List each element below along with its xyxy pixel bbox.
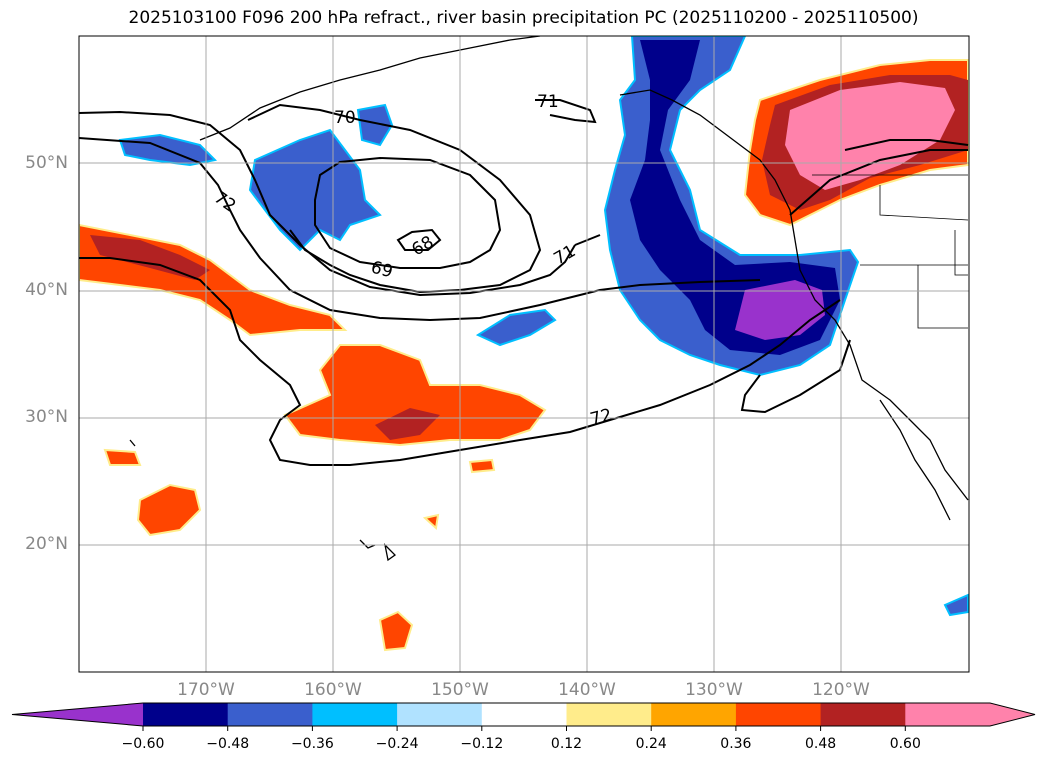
colorbar-segment — [481, 703, 567, 726]
positive-region-s-3 — [422, 513, 440, 530]
lon-label: 120°W — [812, 680, 870, 700]
colorbar-tick-label: −0.60 — [121, 736, 165, 752]
contour-label: 71 — [537, 92, 559, 112]
lon-label: 170°W — [177, 680, 235, 700]
colorbar-segment — [227, 703, 313, 726]
negative-region-se — [943, 593, 969, 617]
positive-core-west — [90, 235, 210, 280]
negative-region-gulf — [248, 128, 382, 252]
colorbar-extend-high — [990, 703, 1035, 726]
colorbar-segment — [397, 703, 483, 726]
colorbar-tick-label: 0.36 — [720, 736, 752, 752]
colorbar-segment — [820, 703, 906, 726]
colorbar-segment — [905, 703, 991, 726]
lon-label: 160°W — [304, 680, 362, 700]
colorbar-tick-label: −0.36 — [290, 736, 334, 752]
graticule — [79, 36, 969, 672]
lat-label: 40°N — [25, 280, 68, 300]
lon-label: 130°W — [685, 680, 743, 700]
borders — [812, 174, 969, 329]
colorbar-tick-label: −0.12 — [460, 736, 504, 752]
negative-core-ne-pacific — [630, 40, 840, 355]
colorbar-tick-label: 0.60 — [889, 736, 921, 752]
colorbar-tick-label: 0.12 — [550, 736, 583, 752]
colorbar-tick-label: 0.24 — [635, 736, 667, 752]
lat-label: 50°N — [25, 153, 68, 173]
lat-label: 20°N — [25, 534, 68, 554]
positive-core-central — [375, 408, 440, 440]
colorbar-tick-label: −0.48 — [206, 736, 250, 752]
map-frame — [78, 35, 970, 673]
refractivity-contours — [79, 99, 969, 466]
colorbar-segment — [566, 703, 652, 726]
lon-label: 150°W — [431, 680, 489, 700]
colorbar-segment — [735, 703, 822, 726]
lat-label: 30°N — [25, 407, 68, 427]
positive-region-sw-2 — [103, 448, 142, 466]
filled-anomalies — [79, 36, 969, 672]
colorbar-tick-label: −0.24 — [375, 736, 419, 752]
negative-region-mid — [475, 308, 557, 347]
colorbar-segment — [143, 703, 229, 726]
negative-region-gulf-2 — [356, 103, 394, 147]
colorbar-segment — [651, 703, 737, 726]
positive-region-sw — [136, 483, 202, 537]
positive-region-s-2 — [468, 458, 496, 474]
map-title: 2025103100 F096 200 hPa refract., river … — [128, 8, 919, 28]
coastlines — [129, 36, 969, 562]
colorbar-segment — [312, 703, 398, 726]
lon-label: 140°W — [558, 680, 616, 700]
contour-label: 70 — [334, 108, 356, 128]
colorbar-extend-low — [12, 703, 143, 726]
positive-region-s — [378, 610, 414, 652]
colorbar — [11, 702, 1036, 731]
colorbar-tick-label: 0.48 — [805, 736, 837, 752]
